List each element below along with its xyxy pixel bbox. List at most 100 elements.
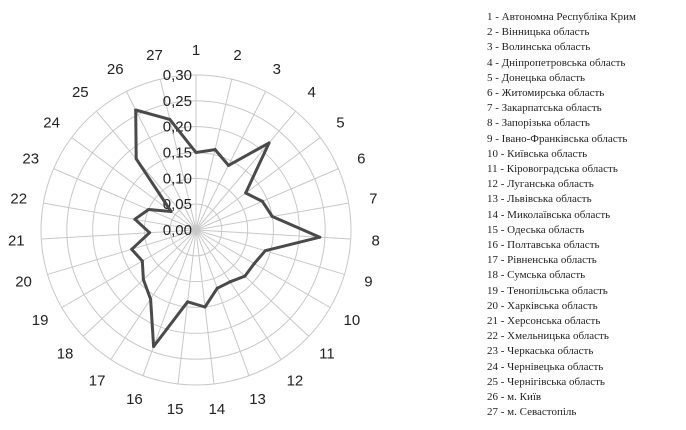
category-label: 23 bbox=[22, 151, 39, 168]
grid-spoke bbox=[110, 229, 197, 360]
data-point bbox=[260, 199, 264, 203]
legend-item: 11 - Кіровоградська область bbox=[487, 163, 618, 176]
category-label: 10 bbox=[344, 312, 361, 329]
grid-spoke bbox=[95, 110, 197, 231]
category-label: 26 bbox=[107, 61, 124, 78]
category-labels: 1 234567891011121314151617181920212223242… bbox=[8, 42, 380, 418]
grid-spoke bbox=[195, 168, 339, 231]
grid-spoke bbox=[47, 229, 197, 275]
grid-spoke bbox=[53, 168, 197, 231]
legend-item: 3 - Волинська область bbox=[487, 41, 591, 54]
legend-item: 25 - Чернігівська область bbox=[487, 375, 605, 388]
category-label: 4 bbox=[308, 84, 316, 101]
data-point bbox=[147, 208, 151, 212]
data-point bbox=[252, 262, 256, 266]
data-point bbox=[267, 141, 271, 145]
legend-item: 8 - Запорізька область bbox=[487, 117, 590, 130]
data-point bbox=[215, 286, 219, 290]
data-point bbox=[134, 157, 138, 161]
legend-item: 2 - Вінницька область bbox=[487, 26, 590, 39]
category-label: 20 bbox=[15, 274, 32, 291]
category-label: 14 bbox=[209, 401, 226, 418]
tick-label: 0,00 bbox=[163, 222, 192, 239]
grid-spoke bbox=[71, 137, 197, 231]
legend-item: 5 - Донецька область bbox=[487, 71, 586, 84]
radar-grid bbox=[40, 74, 352, 386]
category-label: 7 bbox=[369, 191, 377, 208]
grid-spoke bbox=[195, 229, 351, 240]
data-point bbox=[152, 345, 156, 349]
grid-spoke bbox=[195, 110, 297, 231]
data-point bbox=[244, 191, 248, 195]
tick-label: 0,25 bbox=[163, 93, 192, 110]
grid-spoke bbox=[159, 79, 197, 231]
category-label: 5 bbox=[336, 115, 344, 132]
legend-item: 21 - Херсонська область bbox=[487, 315, 601, 328]
data-point bbox=[148, 231, 152, 235]
data-point bbox=[149, 297, 153, 301]
data-point bbox=[243, 274, 247, 278]
legend-item: 7 - Закарпатська область bbox=[487, 102, 602, 115]
category-label: 17 bbox=[89, 372, 106, 389]
category-label: 24 bbox=[43, 115, 60, 132]
data-point bbox=[133, 217, 137, 221]
category-label: 16 bbox=[126, 391, 143, 408]
legend-item: 20 - Харківська область bbox=[487, 299, 598, 312]
grid-spoke bbox=[177, 229, 197, 385]
radar-chart: 0,000,050,100,150,200,250,30 1 2345678910… bbox=[8, 42, 380, 418]
legend-item: 4 - Дніпропетровська область bbox=[487, 56, 626, 69]
legend-item: 24 - Чернівецька область bbox=[487, 360, 604, 373]
category-label: 27 bbox=[146, 47, 163, 64]
category-label: 12 bbox=[287, 372, 304, 389]
category-label: 25 bbox=[72, 84, 89, 101]
data-point bbox=[228, 280, 232, 284]
legend-item: 19 - Тенопільська область bbox=[487, 284, 608, 297]
tick-label: 0,15 bbox=[163, 145, 192, 162]
legend-item: 12 - Луганська область bbox=[487, 178, 594, 191]
grid-spoke bbox=[195, 229, 282, 360]
category-label: 19 bbox=[32, 312, 49, 329]
grid-spoke bbox=[195, 229, 345, 275]
legend-item: 17 - Рівненська область bbox=[487, 254, 597, 267]
legend-item: 13 - Львівська область bbox=[487, 193, 592, 206]
data-point bbox=[318, 235, 322, 239]
data-point bbox=[169, 209, 173, 213]
grid-spoke bbox=[82, 229, 197, 337]
category-label: 3 bbox=[273, 61, 281, 78]
grid-spoke bbox=[125, 91, 197, 231]
series-line bbox=[130, 108, 322, 348]
legend-item: 6 - Житомирська область bbox=[487, 87, 605, 100]
category-label: 15 bbox=[167, 401, 184, 418]
grid-spoke bbox=[195, 137, 321, 231]
grid-spoke bbox=[142, 229, 197, 376]
category-label: 2 bbox=[233, 47, 241, 64]
legend-item: 23 - Черкаська область bbox=[487, 345, 594, 358]
legend-item: 16 - Полтавська область bbox=[487, 239, 600, 252]
data-point bbox=[263, 249, 267, 253]
category-label: 8 bbox=[372, 232, 380, 249]
data-point bbox=[194, 151, 198, 154]
grid-spoke bbox=[195, 229, 331, 308]
grid-spoke bbox=[41, 229, 197, 240]
legend-item: 18 - Сумська область bbox=[487, 269, 586, 282]
grid-spoke bbox=[195, 91, 267, 231]
grid-spoke bbox=[195, 79, 233, 231]
category-label: 1 bbox=[192, 42, 200, 59]
legend-item: 9 - Івано-Франківська область bbox=[487, 132, 628, 145]
legend-item: 1 - Автономна Республіка Крим bbox=[487, 11, 636, 23]
tick-label: 0,30 bbox=[163, 67, 192, 84]
grid-spoke bbox=[61, 229, 197, 308]
legend-item: 10 - Київська область bbox=[487, 147, 588, 160]
category-label: 22 bbox=[10, 191, 27, 208]
category-label: 21 bbox=[8, 232, 25, 249]
data-series bbox=[130, 108, 322, 349]
category-label: 6 bbox=[357, 151, 365, 168]
category-label: 9 bbox=[364, 274, 372, 291]
legend-item: 15 - Одеська область bbox=[487, 223, 585, 236]
legend-item: 22 - Хмельницька область bbox=[487, 330, 609, 343]
grid-spoke bbox=[195, 229, 250, 376]
grid-spoke bbox=[43, 202, 197, 231]
data-point bbox=[140, 259, 144, 263]
data-point bbox=[141, 278, 145, 282]
data-point bbox=[186, 300, 190, 304]
